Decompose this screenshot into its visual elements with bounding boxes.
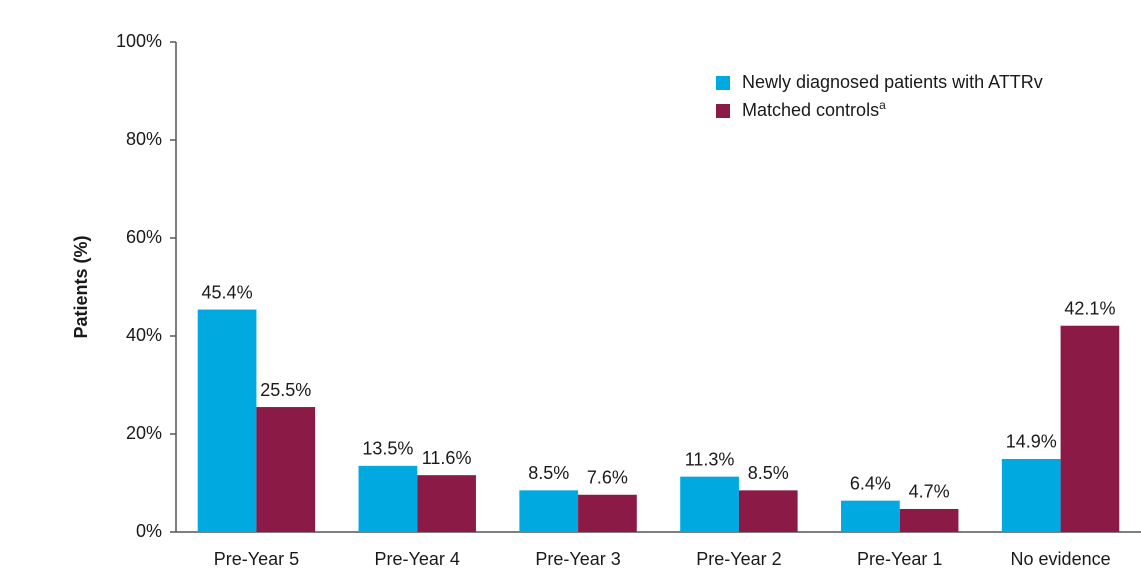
legend-label: Matched controlsa [742, 98, 886, 120]
bar [1060, 325, 1120, 532]
value-label: 7.6% [587, 468, 628, 488]
bar [680, 476, 739, 532]
value-label: 11.3% [685, 449, 735, 469]
value-label: 6.4% [850, 473, 891, 493]
value-label: 8.5% [528, 463, 569, 483]
y-tick-label: 20% [126, 423, 162, 443]
bar [841, 500, 900, 532]
legend-label: Newly diagnosed patients with ATTRv [742, 72, 1043, 92]
y-axis-label: Patients (%) [71, 235, 91, 338]
value-label: 13.5% [362, 439, 413, 459]
bar [1001, 458, 1061, 532]
bar [256, 407, 316, 532]
bar [417, 475, 476, 532]
legend-superscript: a [879, 98, 886, 112]
value-label: 45.4% [202, 282, 253, 302]
bar [738, 490, 798, 532]
bar [899, 508, 959, 532]
x-tick-label: Pre-Year 2 [696, 549, 781, 569]
bar [578, 494, 637, 532]
y-tick-label: 60% [126, 227, 162, 247]
value-label: 25.5% [260, 380, 311, 400]
value-label: 4.7% [909, 482, 950, 502]
value-label: 14.9% [1006, 432, 1057, 452]
x-tick-label: No evidence [1011, 549, 1111, 569]
legend-text: Newly diagnosed patients with ATTRv [742, 72, 1043, 92]
value-label: 11.6% [422, 448, 472, 468]
legend-text: Matched controls [742, 100, 879, 120]
value-label: 42.1% [1064, 298, 1115, 318]
y-tick-label: 80% [126, 129, 162, 149]
legend-swatch [716, 104, 730, 118]
bar [358, 465, 418, 532]
y-tick-label: 100% [116, 31, 162, 51]
value-label: 8.5% [748, 463, 789, 483]
bar [519, 490, 579, 532]
x-tick-label: Pre-Year 1 [857, 549, 942, 569]
x-tick-label: Pre-Year 3 [535, 549, 620, 569]
x-tick-label: Pre-Year 4 [375, 549, 460, 569]
y-tick-label: 40% [126, 325, 162, 345]
x-tick-label: Pre-Year 5 [214, 549, 299, 569]
legend-swatch [716, 76, 730, 90]
y-tick-label: 0% [136, 521, 162, 541]
bar [197, 309, 257, 532]
